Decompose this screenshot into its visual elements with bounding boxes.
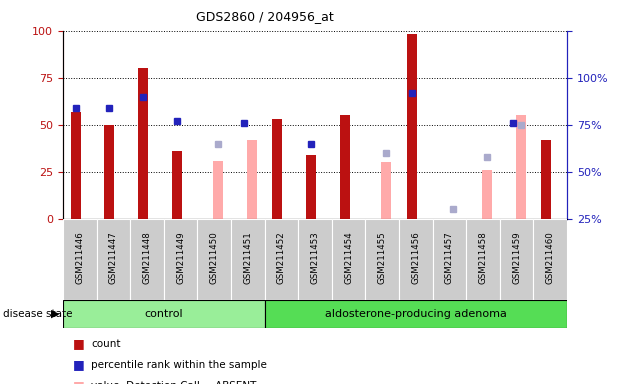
Text: count: count (91, 339, 121, 349)
Bar (332, 219, 365, 300)
Text: GSM211454: GSM211454 (344, 231, 353, 284)
Bar (231, 219, 265, 300)
Bar (306, 155, 316, 219)
Text: GSM211460: GSM211460 (546, 231, 554, 284)
Bar (399, 219, 433, 300)
Text: GSM211446: GSM211446 (76, 231, 84, 284)
Bar (381, 162, 391, 219)
Text: control: control (144, 309, 183, 319)
Bar (340, 115, 350, 219)
Bar (466, 219, 500, 300)
Bar (71, 112, 81, 219)
Text: GSM211451: GSM211451 (243, 231, 252, 284)
Text: GSM211459: GSM211459 (512, 231, 521, 284)
Text: percentile rank within the sample: percentile rank within the sample (91, 360, 267, 370)
Bar (407, 35, 417, 219)
Bar (365, 219, 399, 300)
Text: GSM211457: GSM211457 (445, 231, 454, 284)
Bar (272, 119, 282, 219)
Bar (265, 300, 567, 328)
Text: aldosterone-producing adenoma: aldosterone-producing adenoma (325, 309, 507, 319)
Text: value, Detection Call = ABSENT: value, Detection Call = ABSENT (91, 381, 257, 384)
Bar (63, 300, 265, 328)
Bar (138, 68, 148, 219)
Text: GSM211458: GSM211458 (479, 231, 488, 284)
Bar (515, 115, 525, 219)
Text: GSM211452: GSM211452 (277, 231, 286, 284)
Text: GSM211456: GSM211456 (411, 231, 420, 284)
Text: GSM211448: GSM211448 (142, 231, 151, 284)
Bar (433, 219, 466, 300)
Bar (105, 125, 115, 219)
Bar (298, 219, 332, 300)
Text: ■: ■ (72, 358, 84, 371)
Bar (541, 140, 551, 219)
Text: GSM211453: GSM211453 (311, 231, 319, 284)
Bar (171, 151, 181, 219)
Bar (534, 219, 567, 300)
Text: GSM211450: GSM211450 (210, 231, 219, 284)
Text: disease state: disease state (3, 309, 72, 319)
Bar (482, 170, 492, 219)
Bar (500, 219, 534, 300)
Bar (130, 219, 164, 300)
Bar (265, 219, 298, 300)
Text: GSM211447: GSM211447 (109, 231, 118, 284)
Text: GSM211455: GSM211455 (378, 231, 387, 284)
Bar (197, 219, 231, 300)
Text: ■: ■ (72, 379, 84, 384)
Bar (247, 140, 257, 219)
Bar (164, 219, 197, 300)
Text: GSM211449: GSM211449 (176, 231, 185, 284)
Text: GDS2860 / 204956_at: GDS2860 / 204956_at (196, 10, 333, 23)
Text: ▶: ▶ (51, 309, 60, 319)
Bar (96, 219, 130, 300)
Bar (63, 219, 96, 300)
Bar (213, 161, 223, 219)
Text: ■: ■ (72, 337, 84, 350)
